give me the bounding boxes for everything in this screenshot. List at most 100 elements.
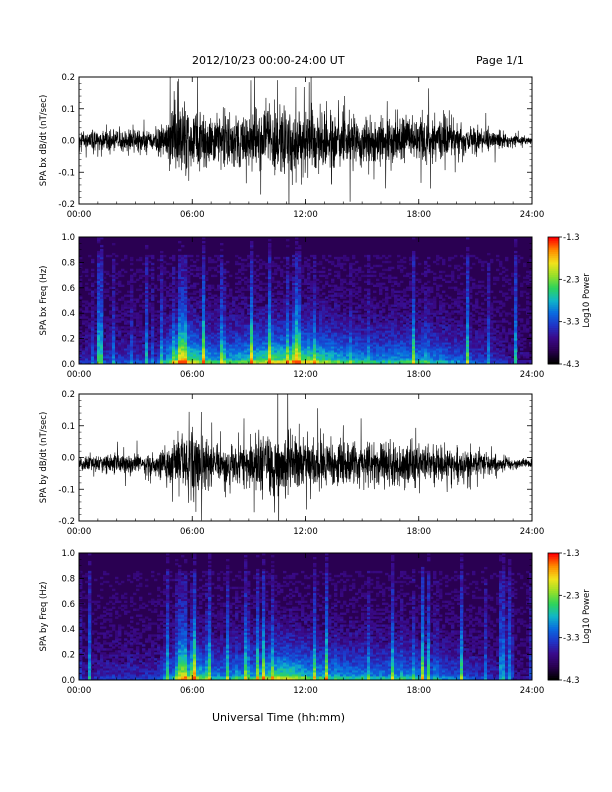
spectrogram-cell bbox=[79, 274, 83, 278]
spectrogram-cell bbox=[307, 352, 311, 355]
spectrogram-cell bbox=[409, 312, 413, 315]
spectrogram-cell bbox=[232, 344, 236, 347]
spectrogram-cell bbox=[337, 340, 341, 343]
spectrogram-cell bbox=[415, 336, 419, 339]
spectrogram-cell bbox=[361, 298, 365, 301]
spectrogram-cell bbox=[430, 334, 434, 337]
spectrogram-cell bbox=[337, 318, 341, 321]
spectrogram-cell bbox=[403, 352, 407, 355]
spectrogram-cell bbox=[187, 334, 191, 337]
spectrogram-cell bbox=[160, 340, 164, 343]
spectrogram-cell bbox=[169, 318, 173, 321]
spectrogram-cell bbox=[100, 258, 104, 262]
spectrogram-cell bbox=[163, 280, 167, 284]
spectrogram-cell bbox=[154, 294, 158, 297]
spectrogram-cell bbox=[358, 290, 362, 293]
spectrogram-cell bbox=[130, 296, 134, 299]
spectrogram-cell bbox=[364, 318, 368, 321]
spectrogram-cell bbox=[412, 296, 416, 299]
spectrogram-cell bbox=[442, 298, 446, 301]
spectrogram-cell bbox=[163, 282, 167, 286]
spectrogram-cell bbox=[370, 298, 374, 301]
spectrogram-cell bbox=[151, 362, 155, 365]
spectrogram-cell bbox=[322, 346, 326, 349]
spectrogram-cell bbox=[289, 312, 293, 315]
spectrogram-cell bbox=[337, 270, 341, 274]
spectrogram-cell bbox=[145, 256, 149, 260]
spectrogram-cell bbox=[184, 360, 188, 363]
spectrogram-cell bbox=[349, 324, 353, 327]
spectrogram-cell bbox=[301, 332, 305, 335]
spectrogram-cell bbox=[214, 352, 218, 355]
spectrogram-cell bbox=[310, 310, 314, 313]
spectrogram-cell bbox=[313, 302, 317, 305]
spectrogram-cell bbox=[394, 314, 398, 317]
spectrogram-cell bbox=[175, 332, 179, 335]
spectrogram-cell bbox=[433, 314, 437, 317]
spectrogram-cell bbox=[307, 322, 311, 325]
spectrogram-cell bbox=[181, 306, 185, 309]
spectrogram-cell bbox=[211, 284, 215, 288]
spectrogram-cell bbox=[328, 254, 332, 258]
spectrogram-cell bbox=[346, 330, 350, 333]
spectrogram-cell bbox=[85, 362, 89, 365]
spectrogram-cell bbox=[394, 294, 398, 297]
spectrogram-cell bbox=[439, 340, 443, 343]
spectrogram-cell bbox=[136, 258, 140, 262]
spectrogram-cell bbox=[97, 258, 101, 262]
spectrogram-cell bbox=[238, 282, 242, 286]
spectrogram-cell bbox=[91, 318, 95, 321]
spectrogram-cell bbox=[292, 302, 296, 305]
spectrogram-cell bbox=[190, 292, 194, 295]
spectrogram-cell bbox=[298, 348, 302, 351]
spectrogram-cell bbox=[397, 304, 401, 307]
spectrogram-cell bbox=[283, 298, 287, 301]
spectrogram-cell bbox=[109, 296, 113, 299]
spectrogram-cell bbox=[418, 310, 422, 313]
spectrogram-cell bbox=[400, 290, 404, 293]
spectrogram-cell bbox=[412, 332, 416, 335]
spectrogram-cell bbox=[268, 314, 272, 317]
spectrogram-cell bbox=[340, 332, 344, 335]
spectrogram-cell bbox=[142, 354, 146, 357]
spectrogram-cell bbox=[94, 290, 98, 293]
spectrogram-cell bbox=[136, 300, 140, 303]
spectrogram-cell bbox=[100, 264, 104, 268]
spectrogram-cell bbox=[355, 322, 359, 325]
spectrogram-cell bbox=[388, 306, 392, 309]
spectrogram-cell bbox=[352, 328, 356, 331]
spectrogram-cell bbox=[106, 338, 110, 341]
spectrogram-cell bbox=[388, 336, 392, 339]
spectrogram-cell bbox=[91, 328, 95, 331]
spectrogram-cell bbox=[382, 272, 386, 276]
spectrogram-cell bbox=[295, 338, 299, 341]
spectrogram-cell bbox=[205, 326, 209, 329]
spectrogram-cell bbox=[361, 314, 365, 317]
spectrogram-cell bbox=[316, 306, 320, 309]
spectrogram-cell bbox=[199, 358, 203, 361]
spectrogram-cell bbox=[352, 348, 356, 351]
spectrogram-cell bbox=[85, 302, 89, 305]
spectrogram-cell bbox=[241, 314, 245, 317]
spectrogram-cell bbox=[268, 362, 272, 365]
spectrogram-cell bbox=[103, 280, 107, 284]
spectrogram-cell bbox=[226, 270, 230, 274]
spectrogram-cell bbox=[361, 338, 365, 341]
spectrogram-cell bbox=[160, 348, 164, 351]
spectrogram-cell bbox=[304, 304, 308, 307]
spectrogram-cell bbox=[157, 336, 161, 339]
spectrogram-cell bbox=[181, 326, 185, 329]
spectrogram-cell bbox=[196, 332, 200, 335]
spectrogram-cell bbox=[304, 336, 308, 339]
spectrogram-cell bbox=[112, 318, 116, 321]
spectrogram-cell bbox=[292, 276, 296, 280]
spectrogram-cell bbox=[238, 352, 242, 355]
spectrogram-cell bbox=[97, 272, 101, 276]
spectrogram-cell bbox=[427, 294, 431, 297]
spectrogram-cell bbox=[262, 306, 266, 309]
spectrogram-cell bbox=[139, 332, 143, 335]
spectrogram-cell bbox=[376, 302, 380, 305]
spectrogram-cell bbox=[97, 362, 101, 365]
spectrogram-cell bbox=[94, 358, 98, 361]
spectrogram-cell bbox=[391, 304, 395, 307]
